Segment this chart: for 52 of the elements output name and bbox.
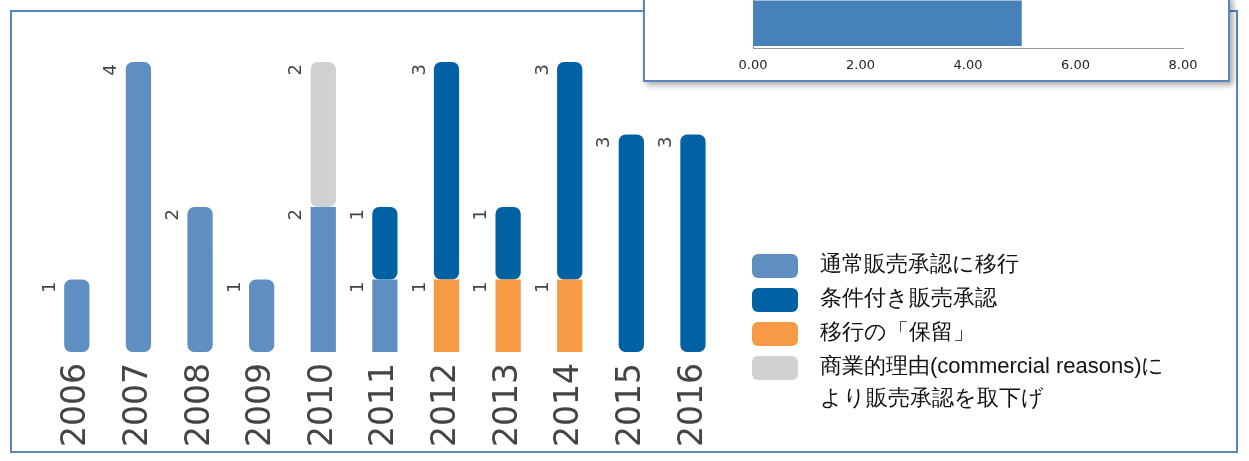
bar — [125, 62, 152, 353]
bar — [64, 279, 90, 353]
x-tick-label: 2008 — [177, 363, 217, 447]
bar — [249, 279, 275, 353]
x-tick-label: 2016 — [670, 363, 710, 447]
x-tick-label: 2014 — [547, 363, 587, 447]
bar — [372, 207, 398, 280]
x-tick-label: 2015 — [608, 363, 648, 447]
legend-label: 移行の「保留」 — [820, 318, 976, 346]
x-tick-label: 8.00 — [1168, 56, 1198, 72]
bar — [310, 62, 336, 208]
bar — [680, 134, 706, 353]
bar — [618, 134, 644, 353]
bar — [495, 279, 521, 353]
bar — [187, 207, 213, 353]
x-tick-label: 2009 — [239, 363, 279, 447]
data-label: 1 — [345, 209, 367, 221]
legend-label: 商業的理由(commercial reasons)により販売承認を取下げ — [820, 352, 1166, 412]
x-tick-label: 6.00 — [1061, 56, 1090, 72]
data-label: 1 — [222, 281, 244, 293]
data-label: 4 — [99, 64, 121, 76]
data-label: 1 — [345, 281, 367, 293]
x-tick-label: 2.00 — [846, 56, 875, 72]
data-label: 2 — [161, 209, 183, 221]
bar — [310, 207, 336, 353]
bar — [557, 279, 583, 353]
data-label: 3 — [653, 136, 675, 148]
x-tick-label: 2013 — [485, 363, 525, 447]
data-label: 2 — [284, 209, 306, 221]
data-label: 1 — [469, 281, 491, 293]
x-tick-label: 2010 — [300, 363, 340, 447]
x-tick-label: 4.00 — [953, 56, 983, 72]
data-label: 3 — [530, 64, 552, 76]
legend-label: 条件付き販売承認 — [820, 284, 998, 312]
bar — [372, 279, 398, 353]
bar — [557, 62, 583, 280]
x-tick-label: 2007 — [116, 363, 155, 447]
bar — [495, 207, 521, 280]
x-tick-label: 0.00 — [738, 56, 768, 72]
data-label: 1 — [530, 281, 552, 293]
data-label: 2 — [284, 64, 306, 76]
data-label: 1 — [469, 209, 491, 221]
data-label: 3 — [592, 136, 614, 148]
legend-label: 通常販売承認に移行 — [820, 250, 1020, 278]
x-tick-label: 2011 — [362, 363, 402, 447]
x-tick-label: 2012 — [424, 363, 464, 447]
x-tick-label: 2006 — [54, 363, 94, 447]
data-label: 3 — [407, 64, 429, 76]
data-label: 1 — [37, 281, 59, 293]
data-label: 1 — [407, 281, 429, 293]
bar — [433, 279, 460, 353]
bar — [433, 62, 460, 280]
